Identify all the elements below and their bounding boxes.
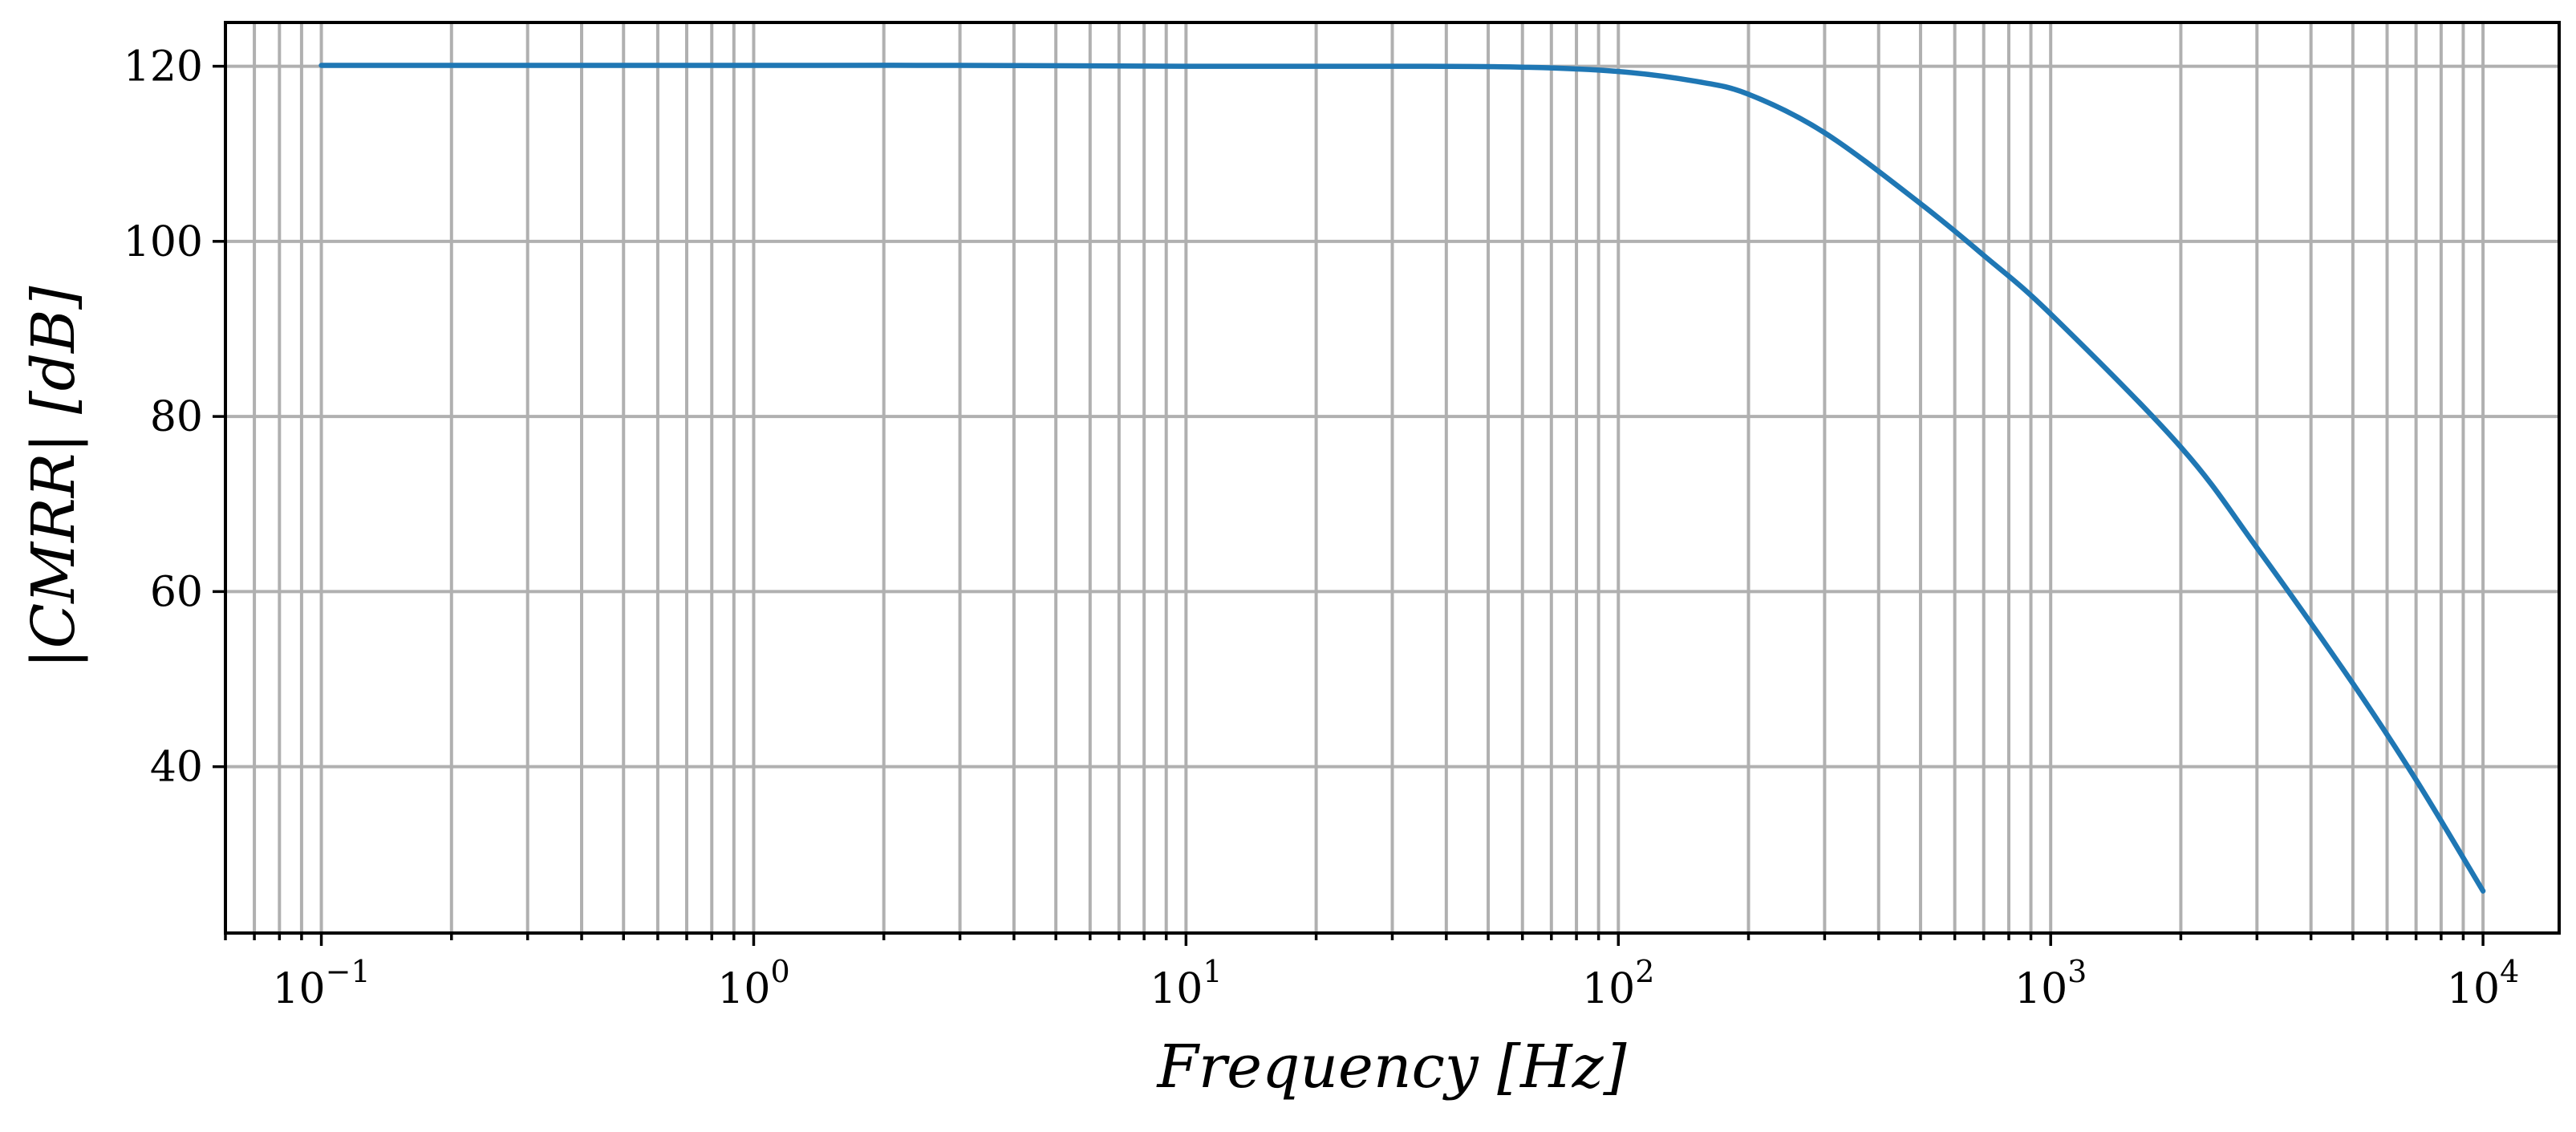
x-tick-label: 10−1 bbox=[272, 954, 370, 1013]
x-tick-label: 100 bbox=[717, 954, 789, 1013]
y-tick-label: 60 bbox=[150, 568, 203, 616]
y-axis-label: |CMRR| [dB] bbox=[19, 286, 88, 669]
x-tick-label: 104 bbox=[2447, 954, 2519, 1013]
y-tick-label: 120 bbox=[124, 43, 203, 91]
y-tick-label: 100 bbox=[124, 218, 203, 266]
y-tick-label: 80 bbox=[150, 393, 203, 441]
x-tick-label: 101 bbox=[1150, 954, 1222, 1013]
series-group bbox=[318, 63, 2486, 894]
x-tick-label: 102 bbox=[1582, 954, 1654, 1013]
x-tick-label: 103 bbox=[2014, 954, 2087, 1013]
y-tick-label: 40 bbox=[150, 744, 203, 792]
y-tick-labels: 40 60 80 100 120 bbox=[124, 43, 203, 792]
x-axis-label: Frequency [Hz] bbox=[1155, 1033, 1626, 1102]
axis-ticks bbox=[213, 64, 2485, 946]
series-line-cmrr bbox=[318, 63, 2486, 894]
x-tick-labels: 10−1 100 101 102 103 104 bbox=[272, 954, 2519, 1013]
